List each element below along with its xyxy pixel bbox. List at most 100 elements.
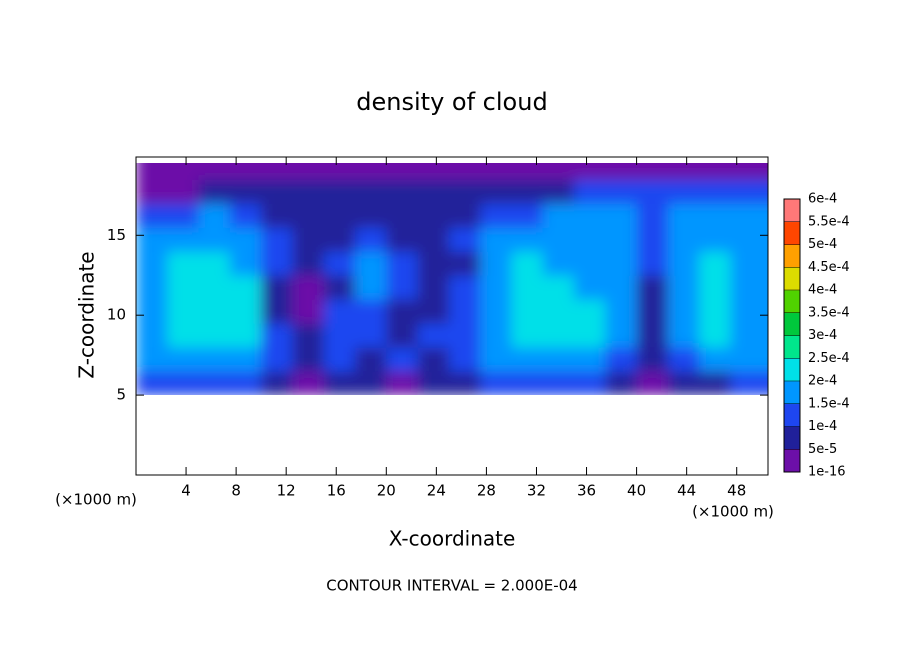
cell — [323, 163, 356, 180]
colorbar-band — [784, 267, 800, 291]
cell — [261, 203, 293, 228]
y-tick-label: 10 — [107, 306, 126, 324]
colorbar-label: 3e-4 — [808, 328, 837, 343]
cell — [730, 251, 768, 276]
cell — [667, 163, 700, 180]
cell — [636, 299, 669, 324]
cell — [292, 203, 325, 228]
cell — [448, 323, 481, 348]
y-tick-label: 5 — [116, 386, 126, 404]
cell — [448, 371, 481, 395]
cell — [229, 275, 262, 300]
cell — [542, 323, 575, 348]
cell — [198, 163, 231, 180]
cell — [667, 371, 700, 395]
cell — [574, 251, 606, 276]
cell — [292, 323, 325, 348]
cell — [574, 323, 606, 348]
cell — [386, 251, 419, 276]
cell — [417, 227, 450, 252]
cell — [386, 227, 419, 252]
cell — [198, 299, 231, 324]
chart-title: density of cloud — [356, 88, 547, 116]
colorbar-label: 3.5e-4 — [808, 305, 850, 320]
cell — [667, 251, 700, 276]
cell — [229, 251, 262, 276]
cell — [730, 347, 768, 372]
cell — [667, 323, 700, 348]
cell — [605, 163, 638, 180]
cell — [167, 371, 200, 395]
cell — [229, 179, 262, 204]
cell — [292, 275, 325, 300]
cell — [667, 179, 700, 204]
cell — [167, 163, 200, 180]
cell — [292, 347, 325, 372]
cell — [323, 299, 356, 324]
cell — [511, 163, 544, 180]
cell — [355, 323, 387, 348]
cell — [542, 227, 575, 252]
cell — [261, 275, 293, 300]
cell — [136, 227, 168, 252]
cell — [417, 251, 450, 276]
colorbar-band — [784, 221, 800, 245]
cell — [511, 203, 544, 228]
y-tick-label: 15 — [107, 226, 126, 244]
colorbar-band — [784, 426, 800, 450]
cell — [261, 299, 293, 324]
cell — [261, 347, 293, 372]
cell — [636, 323, 669, 348]
cell — [323, 203, 356, 228]
cell — [542, 299, 575, 324]
cell — [542, 163, 575, 180]
cell — [417, 163, 450, 180]
cell — [229, 323, 262, 348]
cell — [480, 323, 512, 348]
cell — [261, 323, 293, 348]
cell — [355, 371, 387, 395]
cell — [730, 179, 768, 204]
cell — [167, 251, 200, 276]
cell — [480, 179, 512, 204]
colorbar-label: 2e-4 — [808, 374, 837, 389]
cell — [386, 299, 419, 324]
cell — [136, 275, 168, 300]
cell — [480, 299, 512, 324]
cell — [605, 179, 638, 204]
cell — [574, 203, 606, 228]
colorbar-label: 4.5e-4 — [808, 260, 850, 275]
cell — [448, 227, 481, 252]
cell — [730, 163, 768, 180]
cell — [730, 227, 768, 252]
cell — [136, 179, 168, 204]
cell — [167, 179, 200, 204]
cell — [136, 323, 168, 348]
cell — [136, 371, 168, 395]
cell — [261, 251, 293, 276]
cell — [636, 347, 669, 372]
cell — [667, 347, 700, 372]
cell — [323, 323, 356, 348]
cell — [167, 275, 200, 300]
cell — [480, 163, 512, 180]
cell — [386, 163, 419, 180]
cell — [542, 347, 575, 372]
x-tick-label: 8 — [231, 482, 241, 500]
cell — [511, 251, 544, 276]
cell — [542, 179, 575, 204]
cell — [699, 203, 731, 228]
cell — [448, 179, 481, 204]
cell — [699, 275, 731, 300]
cell — [229, 163, 262, 180]
colorbar-label: 1e-4 — [808, 419, 837, 434]
cell — [261, 371, 293, 395]
cell — [292, 371, 325, 395]
colorbar-band — [784, 358, 800, 382]
cell — [605, 203, 638, 228]
cell — [355, 251, 387, 276]
cell — [667, 203, 700, 228]
cell — [417, 275, 450, 300]
cell — [167, 323, 200, 348]
footer: CONTOUR INTERVAL = 2.000E-04 — [326, 577, 577, 595]
